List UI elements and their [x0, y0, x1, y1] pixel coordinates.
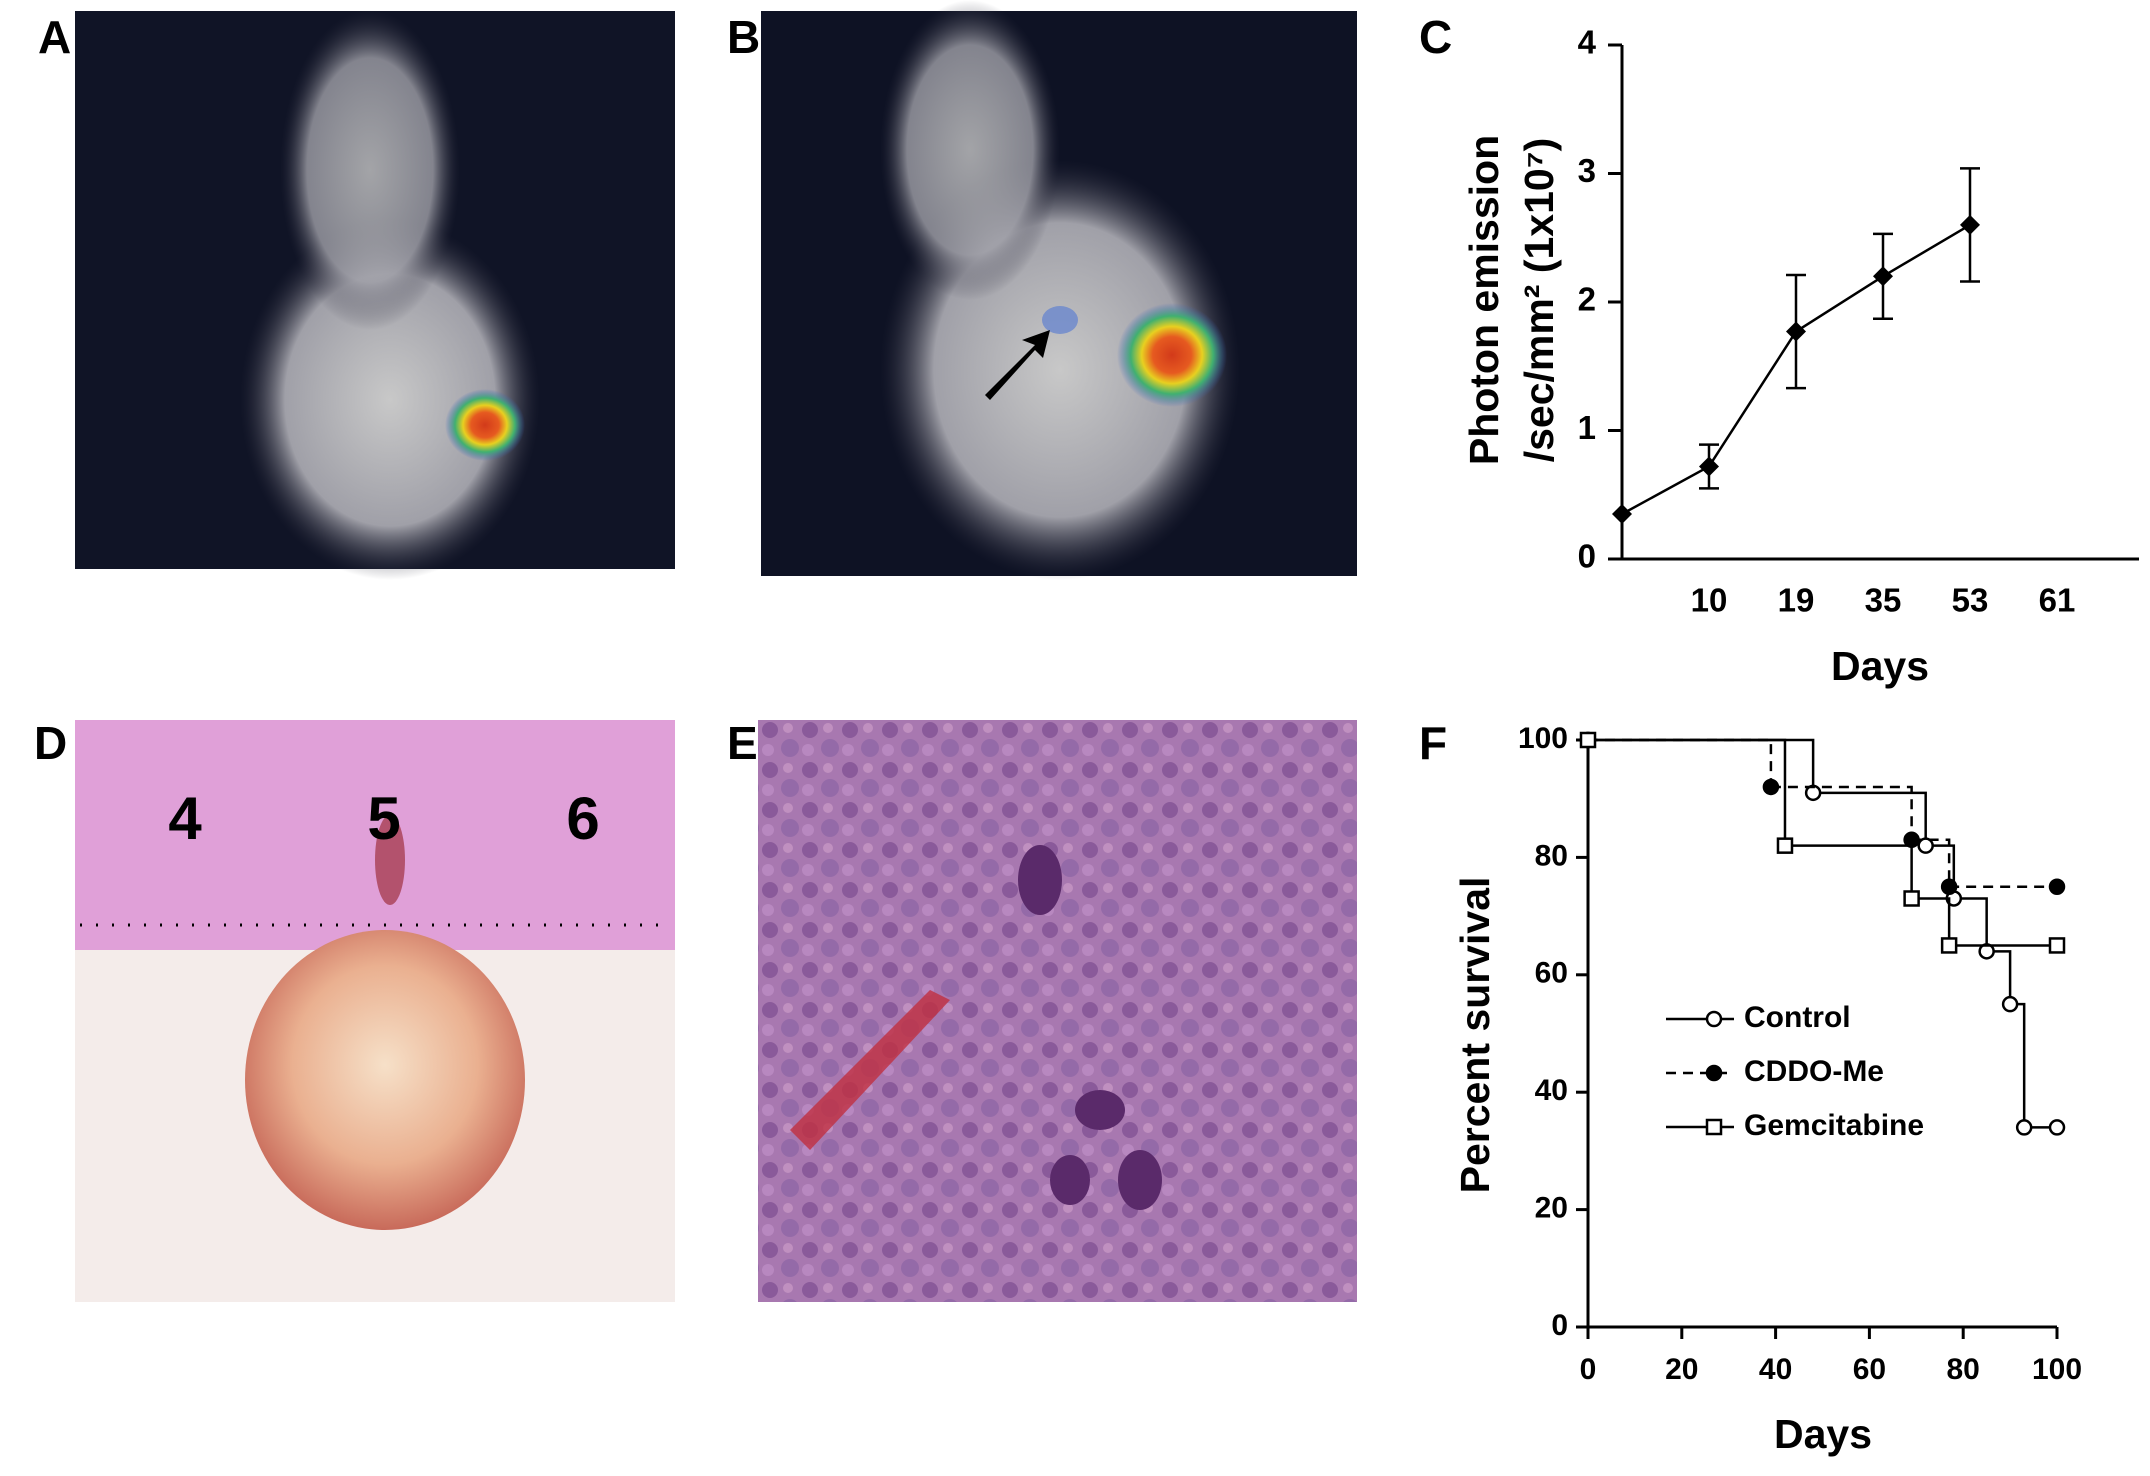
ruler-label: 5 [367, 785, 400, 852]
y-tick-label: 20 [1535, 1192, 1568, 1225]
marker [1903, 890, 1920, 907]
x-tick-label: 20 [1665, 1353, 1698, 1386]
x-tick-label: 35 [1865, 582, 1902, 619]
x-tick-label: 80 [1947, 1353, 1980, 1386]
y-tick-label: 3 [1578, 152, 1596, 189]
step-line [1986, 950, 2012, 1005]
marker [1940, 937, 1958, 954]
marker [1940, 878, 1958, 895]
panel-label: D [34, 717, 67, 769]
x-tick-label: 40 [1759, 1353, 1792, 1386]
step-line [1911, 838, 1951, 887]
marker [1762, 778, 1780, 796]
marker [1705, 1064, 1723, 1082]
marker [1699, 456, 1719, 477]
marker [1579, 731, 1597, 749]
photo-d [75, 720, 675, 1302]
arrow [985, 330, 1050, 400]
legend-label: Gemcitabine [1744, 1109, 1924, 1142]
y-tick-label: 4 [1578, 24, 1597, 61]
x-tick-label: 60 [1853, 1353, 1886, 1386]
marker [2048, 937, 2066, 954]
marker [1705, 1118, 1723, 1136]
panel-label: E [727, 717, 758, 769]
legend-label: CDDO-Me [1744, 1055, 1884, 1088]
y-tick-label: 0 [1551, 1309, 1568, 1342]
x-tick-label: 0 [1580, 1353, 1597, 1386]
marker [1612, 504, 1632, 525]
marker [2001, 995, 2019, 1013]
y-tick-label: 2 [1578, 281, 1596, 318]
marker [1917, 837, 1934, 854]
y-tick-label: 80 [1535, 839, 1568, 872]
photo-b [761, 0, 1357, 580]
marker [1786, 321, 1806, 342]
marker [2048, 1119, 2066, 1136]
x-tick-label: 53 [1952, 582, 1989, 619]
step-line [1911, 897, 1951, 946]
step-line [2010, 1002, 2026, 1128]
y-tick-label: 1 [1578, 409, 1596, 446]
photo-a [75, 10, 675, 580]
y-axis-label: /sec/mm² (1x10⁷) [1516, 138, 1562, 463]
panel-label: B [727, 11, 760, 63]
step-line [1953, 897, 1988, 952]
step-line [1770, 785, 1913, 840]
ruler-label: 6 [566, 785, 599, 852]
photo-e [758, 720, 1357, 1302]
marker [1705, 1010, 1723, 1028]
panel-label: A [38, 11, 71, 63]
y-axis-label: Percent survival [1452, 877, 1498, 1194]
x-tick-label: 100 [2032, 1353, 2082, 1386]
x-tick-label: 19 [1778, 582, 1815, 619]
y-tick-label: 0 [1578, 538, 1596, 575]
step-line [1588, 738, 1815, 793]
x-tick-label: 61 [2039, 582, 2076, 619]
marker [1776, 837, 1794, 854]
y-tick-label: 100 [1518, 722, 1568, 755]
marker [1960, 214, 1980, 235]
marker [2015, 1119, 2033, 1136]
legend-label: Control [1744, 1001, 1851, 1034]
x-axis-label: Days [1774, 1411, 1872, 1457]
y-tick-label: 40 [1535, 1074, 1568, 1107]
marker [2048, 878, 2066, 895]
y-tick-label: 60 [1535, 957, 1568, 990]
step-line [1588, 738, 1773, 787]
marker [1873, 266, 1893, 287]
step-line [1588, 738, 1787, 846]
panel-label: F [1419, 717, 1447, 769]
x-axis-label: Days [1831, 643, 1929, 689]
panel-label: C [1419, 11, 1452, 63]
y-axis-label: Photon emission [1461, 135, 1507, 465]
ruler-label: 4 [168, 785, 202, 852]
step-line [1813, 791, 1927, 846]
x-tick-label: 10 [1691, 582, 1728, 619]
step-line [1784, 844, 1913, 899]
